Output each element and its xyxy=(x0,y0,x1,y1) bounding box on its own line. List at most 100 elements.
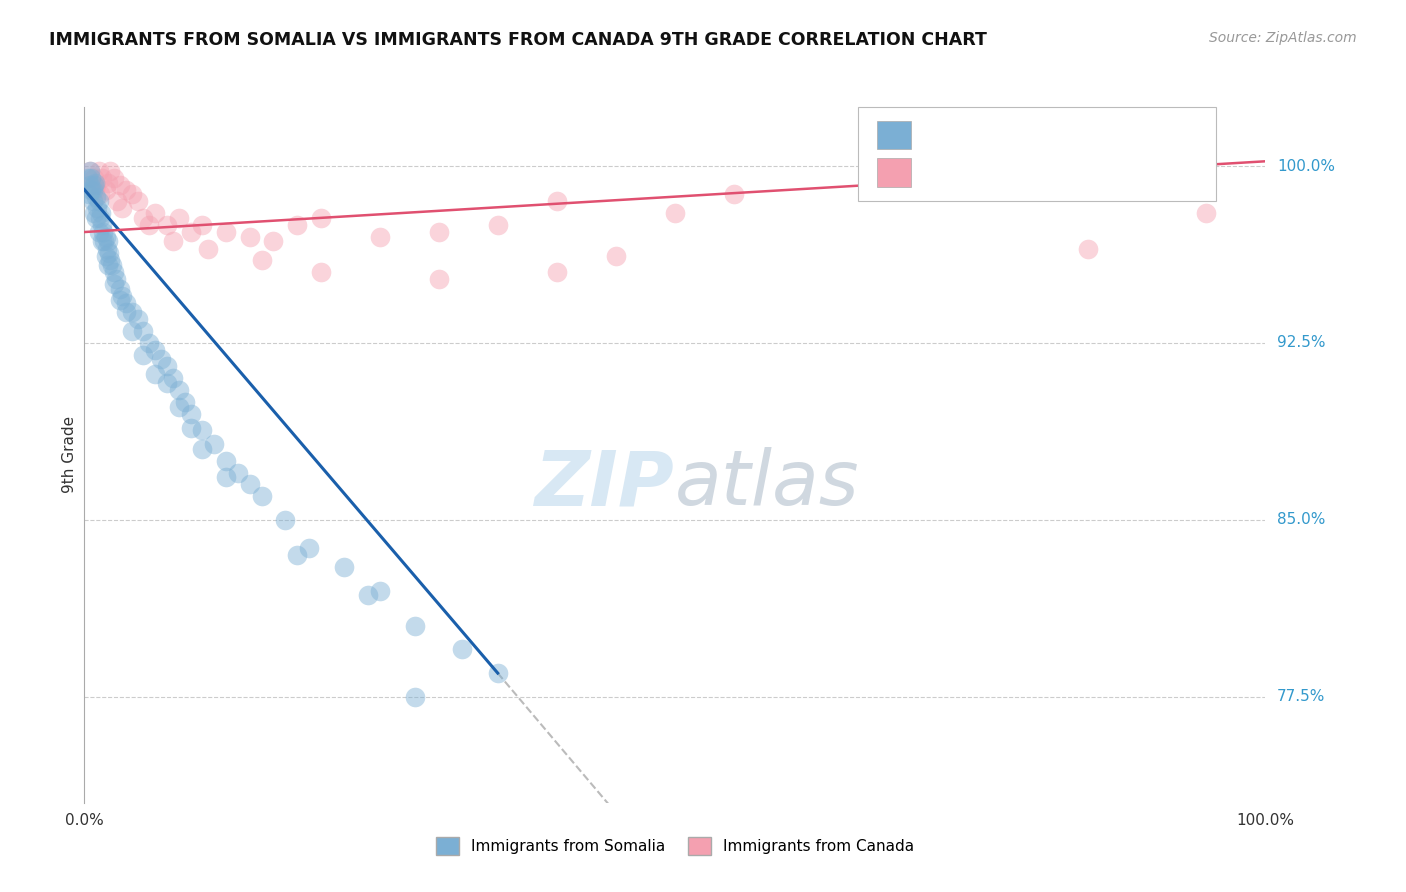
Point xyxy=(150,352,173,367)
Point xyxy=(79,163,101,178)
Point xyxy=(215,454,238,468)
Point xyxy=(98,253,121,268)
Point xyxy=(132,348,155,362)
Point xyxy=(121,324,143,338)
Point xyxy=(191,423,214,437)
Point xyxy=(143,343,166,357)
Text: N =: N = xyxy=(1019,128,1063,143)
Point xyxy=(100,258,122,272)
Point xyxy=(108,282,131,296)
Point xyxy=(309,265,332,279)
Text: Source: ZipAtlas.com: Source: ZipAtlas.com xyxy=(1209,31,1357,45)
Y-axis label: 9th Grade: 9th Grade xyxy=(62,417,77,493)
Point xyxy=(84,176,107,190)
Point xyxy=(97,176,120,190)
Text: 77.5%: 77.5% xyxy=(1277,690,1326,704)
Point xyxy=(333,560,356,574)
Point xyxy=(77,170,100,185)
Point xyxy=(83,170,105,185)
Point xyxy=(114,305,136,319)
Point xyxy=(262,235,284,249)
Point xyxy=(103,265,125,279)
Text: -0.541: -0.541 xyxy=(963,128,1018,143)
Point xyxy=(167,400,190,414)
Point xyxy=(105,272,128,286)
Point xyxy=(91,170,114,185)
Point xyxy=(368,229,391,244)
Point xyxy=(84,178,107,192)
Point xyxy=(111,202,134,216)
Point xyxy=(427,272,450,286)
Point xyxy=(191,442,214,456)
Point xyxy=(111,289,134,303)
Point xyxy=(285,548,308,562)
Point xyxy=(82,183,104,197)
Point xyxy=(180,225,202,239)
Point xyxy=(1077,242,1099,256)
Point xyxy=(87,194,110,209)
Point xyxy=(84,183,107,197)
Text: 85.0%: 85.0% xyxy=(1277,512,1326,527)
Point xyxy=(80,183,103,197)
Text: 100.0%: 100.0% xyxy=(1277,159,1336,174)
Point xyxy=(215,225,238,239)
Point xyxy=(486,218,509,232)
Point xyxy=(239,477,262,491)
Point xyxy=(167,211,190,225)
Point xyxy=(87,225,110,239)
Point xyxy=(1195,206,1218,220)
Point xyxy=(664,206,686,220)
Point xyxy=(162,235,184,249)
Text: 73: 73 xyxy=(1062,128,1083,143)
Point xyxy=(103,170,125,185)
Point xyxy=(79,163,101,178)
Legend: Immigrants from Somalia, Immigrants from Canada: Immigrants from Somalia, Immigrants from… xyxy=(429,830,921,862)
Point xyxy=(82,194,104,209)
Point xyxy=(451,642,474,657)
Text: 92.5%: 92.5% xyxy=(1277,335,1326,351)
Point xyxy=(274,513,297,527)
Point xyxy=(143,367,166,381)
Text: atlas: atlas xyxy=(675,448,859,522)
Point xyxy=(404,619,426,633)
Point xyxy=(239,229,262,244)
Point xyxy=(202,437,225,451)
Point xyxy=(138,335,160,350)
Point xyxy=(132,324,155,338)
Point xyxy=(89,187,111,202)
Point xyxy=(98,163,121,178)
Point xyxy=(108,178,131,192)
Point xyxy=(162,371,184,385)
Point xyxy=(114,295,136,310)
Point xyxy=(723,187,745,202)
Point xyxy=(91,235,114,249)
Point xyxy=(143,206,166,220)
Point xyxy=(486,666,509,681)
Point xyxy=(93,235,115,249)
Point xyxy=(97,235,120,249)
Point xyxy=(77,187,100,202)
Point xyxy=(83,206,105,220)
Point xyxy=(107,194,129,209)
Point xyxy=(90,206,112,220)
Point xyxy=(86,202,108,216)
Point xyxy=(127,194,149,209)
Point xyxy=(605,249,627,263)
Point xyxy=(91,225,114,239)
Point xyxy=(121,187,143,202)
Point xyxy=(298,541,321,555)
Point xyxy=(156,376,179,390)
Point xyxy=(94,249,117,263)
Point xyxy=(180,421,202,435)
Point xyxy=(114,183,136,197)
Point xyxy=(84,211,107,225)
Point xyxy=(173,395,195,409)
Point xyxy=(250,253,273,268)
Point xyxy=(191,218,214,232)
Point xyxy=(94,229,117,244)
Point xyxy=(546,194,568,209)
Point xyxy=(368,583,391,598)
Point xyxy=(127,312,149,326)
Point xyxy=(226,466,249,480)
Point xyxy=(80,170,103,185)
